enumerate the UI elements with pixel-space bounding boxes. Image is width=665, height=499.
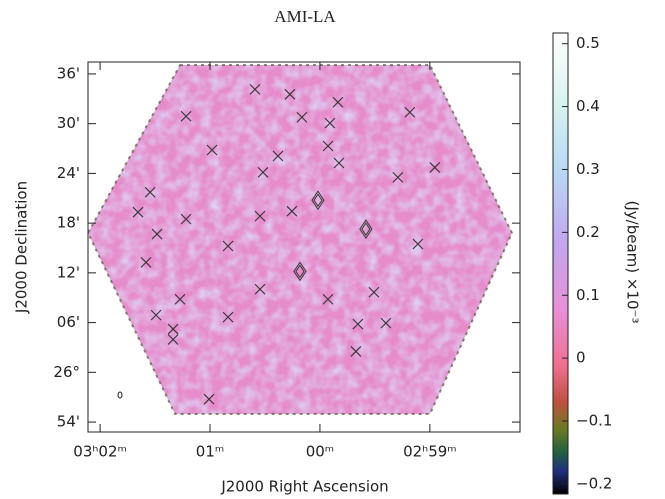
- source-cross: [180, 110, 192, 122]
- y-tick-label: 30': [57, 114, 80, 132]
- source-cross: [257, 167, 269, 178]
- x-tick-label: 03ʰ02ᵐ: [73, 443, 127, 461]
- source-cross: [140, 257, 152, 268]
- source-cross: [206, 144, 218, 156]
- source-cross: [180, 213, 192, 225]
- source-cross: [151, 228, 163, 240]
- source-cross: [286, 205, 298, 217]
- colorbar-tick-label: 0.1: [576, 286, 600, 304]
- y-tick-label: 12': [57, 263, 80, 281]
- colorbar-tick-label: 0.4: [576, 97, 600, 115]
- colorbar-tick-label: 0.2: [576, 223, 600, 241]
- x-tick-label: 00ᵐ: [306, 443, 334, 461]
- source-cross: [368, 286, 380, 298]
- source-cross: [412, 238, 424, 250]
- source-cross: [352, 318, 364, 330]
- source-cross: [254, 210, 266, 222]
- source-cross: [322, 140, 334, 152]
- source-diamond: [311, 190, 325, 211]
- colorbar: [552, 32, 569, 495]
- colorbar-tick-label: −0.1: [576, 412, 612, 430]
- source-cross: [150, 309, 162, 321]
- source-cross: [296, 111, 308, 123]
- y-tick-label: 36': [57, 64, 80, 82]
- x-tick-label: 01ᵐ: [196, 443, 224, 461]
- frame: [87, 61, 521, 433]
- source-cross: [332, 96, 344, 108]
- y-tick-label: 18': [57, 214, 80, 232]
- source-cross: [254, 283, 266, 295]
- y-tick-label: 26°: [53, 363, 80, 381]
- source-cross: [174, 293, 186, 305]
- source-cross: [203, 393, 215, 405]
- y-tick-label: 06': [57, 313, 80, 331]
- source-diamond: [293, 261, 307, 282]
- source-cross: [324, 117, 336, 129]
- colorbar-tick-label: −0.2: [576, 474, 612, 492]
- source-cross: [222, 240, 234, 252]
- y-tick-label: 24': [57, 164, 80, 182]
- colorbar-tick-label: 0.3: [576, 160, 600, 178]
- x-tick-label: 02ʰ59ᵐ: [403, 443, 457, 461]
- source-cross: [322, 293, 334, 305]
- y-tick-label: 54': [57, 413, 80, 431]
- source-cross: [284, 88, 296, 100]
- chart-title: AMI-LA: [274, 7, 336, 26]
- source-cross: [144, 186, 156, 198]
- y-axis-label: J2000 Declination: [13, 181, 31, 314]
- colorbar-label: (Jy/beam) ×10⁻³: [624, 201, 642, 324]
- beam: [117, 391, 123, 399]
- source-cross: [404, 106, 416, 118]
- source-diamond: [359, 219, 373, 239]
- x-axis-label: J2000 Right Ascension: [220, 478, 388, 496]
- source-cross: [167, 334, 179, 345]
- source-cross: [392, 171, 404, 183]
- map-texture: [88, 65, 512, 414]
- colorbar-tick-label: 0.5: [576, 34, 600, 52]
- source-cross: [272, 150, 284, 162]
- source-cross: [249, 83, 261, 95]
- source-cross: [350, 346, 362, 357]
- source-cross: [380, 317, 392, 329]
- source-cross: [429, 162, 441, 173]
- source-cross: [132, 206, 144, 218]
- colorbar-tick-label: 0: [576, 349, 586, 367]
- source-cross: [167, 323, 179, 335]
- source-cross: [222, 311, 234, 323]
- source-cross: [333, 157, 345, 169]
- map: [86, 64, 514, 415]
